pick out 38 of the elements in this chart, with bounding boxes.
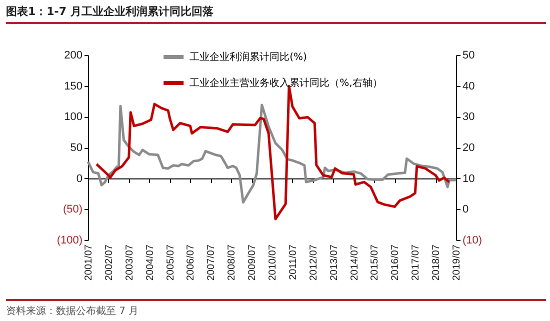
x-tick-label: 2008/07 — [226, 244, 238, 281]
x-tick-label: 2015/07 — [370, 244, 381, 281]
x-tick-label: 2017/07 — [410, 244, 422, 281]
y-tick-label: 100 — [64, 111, 82, 124]
y2-tick-label: 20 — [462, 142, 475, 154]
y2-tick-label: 10 — [462, 172, 475, 185]
y-tick-label: (50) — [62, 204, 82, 216]
x-tick-label: 2006/07 — [186, 244, 197, 281]
y2-tick-label: 50 — [462, 50, 475, 62]
x-tick-label: 2009/07 — [247, 244, 258, 281]
legend-label: 工业企业主营业务收入累计同比（%,右轴） — [190, 77, 382, 89]
y-tick-label: 0 — [76, 172, 82, 185]
x-tick-label: 2014/07 — [349, 244, 360, 281]
x-tick-label: 2011/07 — [288, 244, 299, 280]
x-tick-label: 2001/07 — [84, 244, 94, 281]
y2-tick-label: (10) — [462, 234, 482, 246]
x-tick-label: 2016/07 — [390, 244, 402, 281]
x-tick-label: 2004/07 — [144, 244, 156, 281]
legend-label: 工业企业利润累计同比(%) — [190, 51, 308, 63]
x-tick-label: 2012/07 — [308, 244, 320, 281]
y2-tick-label: 30 — [462, 111, 475, 124]
x-tick-label: 2019/07 — [452, 244, 462, 281]
x-tick-label: 2007/07 — [206, 244, 218, 281]
text: 资料来源：数据公布截至 7 月 — [6, 304, 139, 318]
x-tick-label: 2013/07 — [328, 244, 340, 281]
x-tick-label: 2005/07 — [165, 244, 176, 281]
x-tick-label: 2003/07 — [124, 244, 136, 281]
x-tick-label: 2002/07 — [104, 244, 115, 281]
chart-title: 图表1：1-7 月工业企业利润累计同比回落 — [6, 4, 214, 19]
y2-tick-label: 40 — [462, 80, 475, 92]
x-tick-label: 2018/07 — [431, 244, 442, 281]
line-series — [86, 104, 458, 204]
x-tick-label: 2010/07 — [268, 244, 278, 281]
y-tick-label: 50 — [70, 142, 82, 154]
y-tick-label: 150 — [64, 80, 82, 92]
y-tick-label: (100) — [56, 234, 82, 246]
y2-tick-label: 0 — [462, 204, 469, 216]
y-tick-label: 200 — [64, 50, 82, 62]
